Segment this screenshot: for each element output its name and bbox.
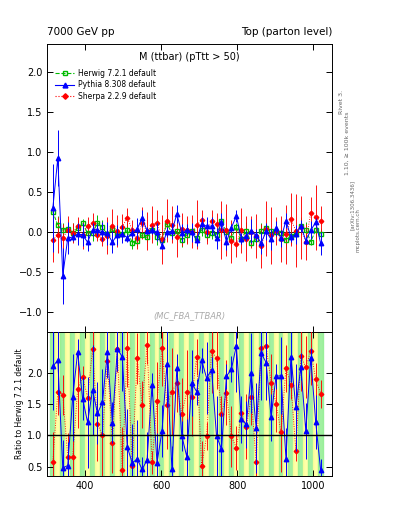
Bar xyxy=(50,332,55,476)
Text: mcplots.cern.ch: mcplots.cern.ch xyxy=(356,208,361,252)
Bar xyxy=(184,332,189,476)
Bar xyxy=(244,332,249,476)
Bar xyxy=(303,332,308,476)
Bar xyxy=(268,332,274,476)
Bar xyxy=(219,332,224,476)
Bar xyxy=(160,332,164,476)
Bar xyxy=(264,332,268,476)
Text: 7000 GeV pp: 7000 GeV pp xyxy=(47,27,115,37)
Bar xyxy=(174,332,179,476)
Bar xyxy=(135,332,140,476)
Bar xyxy=(145,332,150,476)
Bar xyxy=(239,332,244,476)
Bar xyxy=(55,332,60,476)
Bar xyxy=(318,332,323,476)
Bar xyxy=(164,332,169,476)
Bar xyxy=(105,332,110,476)
Bar xyxy=(259,332,264,476)
Bar xyxy=(115,332,120,476)
Text: Rivet 3.: Rivet 3. xyxy=(339,90,344,115)
Bar xyxy=(169,332,174,476)
Bar xyxy=(199,332,204,476)
Bar xyxy=(100,332,105,476)
Bar xyxy=(308,332,313,476)
Bar xyxy=(229,332,234,476)
Text: Top (parton level): Top (parton level) xyxy=(241,27,332,37)
Y-axis label: Ratio to Herwig 7.2.1 default: Ratio to Herwig 7.2.1 default xyxy=(15,349,24,459)
Legend: Herwig 7.2.1 default, Pythia 8.308 default, Sherpa 2.2.9 default: Herwig 7.2.1 default, Pythia 8.308 defau… xyxy=(54,68,158,102)
Bar xyxy=(279,332,283,476)
Bar xyxy=(234,332,239,476)
Bar xyxy=(214,332,219,476)
Bar xyxy=(90,332,95,476)
Bar xyxy=(249,332,254,476)
Bar xyxy=(120,332,125,476)
Bar xyxy=(254,332,259,476)
Bar xyxy=(313,332,318,476)
Bar xyxy=(95,332,100,476)
Bar xyxy=(294,332,298,476)
Bar xyxy=(209,332,214,476)
Bar xyxy=(274,332,279,476)
Text: [arXiv:1306.3436]: [arXiv:1306.3436] xyxy=(350,180,355,230)
Bar xyxy=(85,332,90,476)
Bar xyxy=(154,332,160,476)
Bar xyxy=(60,332,65,476)
Bar xyxy=(75,332,80,476)
Bar xyxy=(288,332,294,476)
Bar xyxy=(80,332,85,476)
Text: M (ttbar) (pTtt > 50): M (ttbar) (pTtt > 50) xyxy=(139,52,240,62)
Bar xyxy=(140,332,145,476)
Bar xyxy=(150,332,154,476)
Bar xyxy=(189,332,194,476)
Bar xyxy=(125,332,130,476)
Bar xyxy=(70,332,75,476)
Bar xyxy=(224,332,229,476)
Bar xyxy=(283,332,288,476)
Bar xyxy=(204,332,209,476)
Text: 1.10, ≥ 100k events: 1.10, ≥ 100k events xyxy=(344,112,349,175)
Bar xyxy=(110,332,115,476)
Bar xyxy=(194,332,199,476)
Bar xyxy=(130,332,135,476)
Bar xyxy=(65,332,70,476)
Bar xyxy=(179,332,184,476)
Bar xyxy=(298,332,303,476)
Text: (MC_FBA_TTBAR): (MC_FBA_TTBAR) xyxy=(154,311,226,321)
